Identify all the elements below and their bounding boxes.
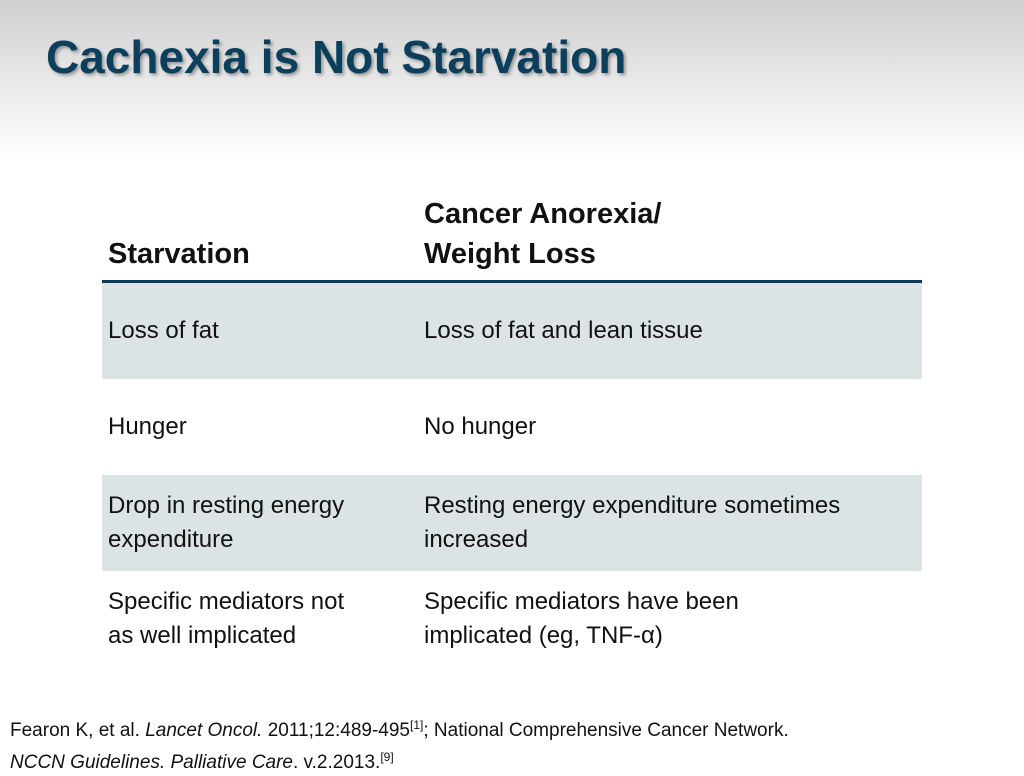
- comparison-table: Starvation Cancer Anorexia/ Weight Loss …: [102, 190, 922, 667]
- cell-text: expenditure: [108, 526, 234, 553]
- table-header-row: Starvation Cancer Anorexia/ Weight Loss: [102, 190, 922, 283]
- table-row: Specific mediators not as well implicate…: [102, 571, 922, 667]
- starvation-cell: Hunger: [102, 379, 418, 475]
- ref-guideline-title: NCCN Guidelines. Palliative Care: [10, 752, 293, 773]
- table-row: Drop in resting energy expenditure Resti…: [102, 475, 922, 571]
- ref-authors: Fearon K, et al.: [10, 720, 140, 741]
- cell-text: as well implicated: [108, 622, 297, 649]
- ref-organization: ; National Comprehensive Cancer Network.: [423, 720, 789, 741]
- starvation-cell: Drop in resting energy expenditure: [102, 475, 418, 571]
- ref-journal: Lancet Oncol.: [145, 720, 263, 741]
- starvation-cell: Specific mediators not as well implicate…: [102, 571, 418, 667]
- cell-text: Hunger: [108, 413, 187, 440]
- ref-superscript-9: [9]: [380, 750, 394, 764]
- reference-line-1: Fearon K, et al. Lancet Oncol. 2011;12:4…: [10, 712, 1014, 744]
- slide-title: Cachexia is Not Starvation: [46, 31, 627, 83]
- header-cancer-anorexia: Cancer Anorexia/ Weight Loss: [418, 190, 922, 283]
- cell-text: Loss of fat: [108, 317, 219, 344]
- table-row: Hunger No hunger: [102, 379, 922, 475]
- slide-header: Cachexia is Not Starvation: [0, 0, 1024, 160]
- cell-text: Specific mediators have been: [424, 588, 739, 615]
- cell-text: Specific mediators not: [108, 588, 345, 615]
- cell-text: implicated (eg, TNF-α): [424, 622, 663, 649]
- header-starvation-label: Starvation: [108, 238, 250, 270]
- header-cancer-line-1: Cancer Anorexia/: [424, 198, 662, 230]
- ref-version: . v.2.2013.: [293, 752, 381, 773]
- cancer-cell: Loss of fat and lean tissue: [418, 281, 922, 379]
- header-cancer-line-2: Weight Loss: [424, 238, 596, 270]
- table-row: Loss of fat Loss of fat and lean tissue: [102, 281, 922, 379]
- cell-text: increased: [424, 526, 529, 553]
- ref-superscript-1: [1]: [410, 718, 424, 732]
- cell-text: Resting energy expenditure sometimes: [424, 492, 841, 519]
- starvation-cell: Loss of fat: [102, 281, 418, 379]
- ref-citation: 2011;12:489-495: [267, 720, 410, 741]
- reference-line-2: NCCN Guidelines. Palliative Care. v.2.20…: [10, 744, 1014, 776]
- reference-footnote: Fearon K, et al. Lancet Oncol. 2011;12:4…: [10, 712, 1014, 776]
- header-starvation: Starvation: [102, 190, 418, 283]
- cell-text: No hunger: [424, 413, 537, 440]
- cancer-cell: Specific mediators have been implicated …: [418, 571, 922, 667]
- cancer-cell: Resting energy expenditure sometimes inc…: [418, 475, 922, 571]
- cell-text: Drop in resting energy: [108, 492, 345, 519]
- cancer-cell: No hunger: [418, 379, 922, 475]
- cell-text: Loss of fat and lean tissue: [424, 317, 703, 344]
